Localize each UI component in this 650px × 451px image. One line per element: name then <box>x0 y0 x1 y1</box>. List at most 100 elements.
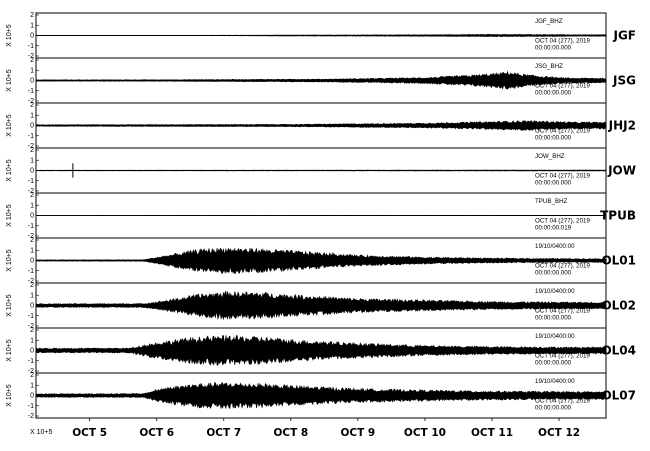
note-label: 19/10/0400:00 <box>535 333 575 340</box>
note-label: 19/10/0400:00 <box>535 288 575 295</box>
panel-ol04: -2 -1 0 1 2 X 10+5 19/10/0400:00 OCT 04 (277), … <box>6 327 636 375</box>
y-tick-label: 2 <box>30 372 34 379</box>
y-tick-label: 0 <box>30 213 34 220</box>
station-jsg: JSG <box>612 74 636 88</box>
y-tick-label: 1 <box>30 202 34 209</box>
y-scale-label: X 10+5 <box>6 24 13 46</box>
y-tick-label: 0 <box>30 78 34 85</box>
y-scale-label: X 10+5 <box>6 339 13 361</box>
time-label: 00:00:00.000 <box>535 180 572 187</box>
y-tick-label: 0 <box>30 258 34 265</box>
y-tick-label: -1 <box>28 178 34 185</box>
time-label: 00:00:00.000 <box>535 135 572 142</box>
y-tick-label: 2 <box>30 237 34 244</box>
date-label: OCT 04 (277), 2019 <box>535 308 590 315</box>
component-label: TPUB_BHZ <box>535 198 568 205</box>
y-tick-label: -1 <box>28 88 34 95</box>
note-label: 19/10/0400:00 <box>535 378 575 385</box>
date-label: OCT 04 (277), 2019 <box>535 398 590 405</box>
panel-jow: -2 -1 0 1 2 X 10+5 JOW_BHZ OCT 04 (277), 201900… <box>6 147 636 195</box>
y-tick-label: -2 <box>28 413 34 420</box>
y-scale-label: X 10+5 <box>6 114 13 136</box>
station-ol02: OL02 <box>601 299 636 313</box>
y-tick-label: 1 <box>30 22 34 29</box>
date-label: OCT 04 (277), 2019 <box>535 218 590 225</box>
y-tick-label: -1 <box>28 358 34 365</box>
y-scale-label: X 10+5 <box>6 249 13 271</box>
component-label: JGF_BHZ <box>535 18 563 25</box>
y-scale-label: X 10+5 <box>6 384 13 406</box>
date-label: OCT 04 (277), 2019 <box>535 83 590 90</box>
y-tick-label: 0 <box>30 123 34 130</box>
date-label: OCT 04 (277), 2019 <box>535 128 590 135</box>
station-ol04: OL04 <box>601 344 636 358</box>
y-tick-label: -1 <box>28 268 34 275</box>
time-label: 00:00:00.000 <box>535 90 572 97</box>
x-tick-label: OCT 5 <box>72 427 107 439</box>
note-label: 19/10/0400:00 <box>535 243 575 250</box>
y-tick-label: 1 <box>30 382 34 389</box>
component-label: JOW_BHZ <box>535 153 565 160</box>
y-tick-label: 0 <box>30 348 34 355</box>
y-tick-label: -2 <box>28 323 34 330</box>
panel-jsg: -2 -1 0 1 2 X 10+5 JSG_BHZ OCT 04 (277), 201900… <box>6 57 636 105</box>
station-jhj2: JHJ2 <box>608 119 636 133</box>
date-label: OCT 04 (277), 2019 <box>535 173 590 180</box>
y-tick-label: -2 <box>28 233 34 240</box>
y-tick-label: 0 <box>30 393 34 400</box>
y-tick-label: -1 <box>28 223 34 230</box>
x-tick-label: OCT 9 <box>340 427 375 439</box>
time-label: 00:00:00.000 <box>535 405 572 412</box>
y-tick-label: 2 <box>30 282 34 289</box>
station-jow: JOW <box>607 164 636 178</box>
y-tick-label: 0 <box>30 33 34 40</box>
x-tick-label: OCT 12 <box>538 427 580 439</box>
y-tick-label: -1 <box>28 43 34 50</box>
x-tick-label: OCT 7 <box>206 427 241 439</box>
y-tick-label: 1 <box>30 67 34 74</box>
y-tick-label: 1 <box>30 292 34 299</box>
y-tick-label: 1 <box>30 157 34 164</box>
panel-ol02: -2 -1 0 1 2 X 10+5 19/10/0400:00 OCT 04 (277), … <box>6 282 636 330</box>
x-tick-label: OCT 10 <box>404 427 446 439</box>
panel-tpub: -2 -1 0 1 2 X 10+5 TPUB_BHZ OCT 04 (277), 20190… <box>6 192 636 240</box>
y-tick-label: 1 <box>30 247 34 254</box>
y-tick-label: -1 <box>28 313 34 320</box>
y-tick-label: 2 <box>30 147 34 154</box>
y-tick-label: 2 <box>30 57 34 64</box>
date-label: OCT 04 (277), 2019 <box>535 353 590 360</box>
station-ol07: OL07 <box>601 389 636 403</box>
y-tick-label: -2 <box>28 188 34 195</box>
x-tick-label: OCT 11 <box>471 427 513 439</box>
y-scale-label: X 10+5 <box>6 159 13 181</box>
station-tpub: TPUB <box>600 209 636 223</box>
time-label: 00:00:00.000 <box>535 360 572 367</box>
y-tick-label: 2 <box>30 327 34 334</box>
time-label: 00:00:00.000 <box>535 315 572 322</box>
x-tick-label: OCT 8 <box>273 427 308 439</box>
component-label: JSG_BHZ <box>535 63 563 70</box>
y-tick-label: -2 <box>28 143 34 150</box>
y-tick-label: 2 <box>30 102 34 109</box>
station-ol01: OL01 <box>601 254 636 268</box>
y-scale-label: X 10+5 <box>6 204 13 226</box>
y-tick-label: -2 <box>28 368 34 375</box>
panel-ol07: -2 -1 0 1 2 X 10+5 19/10/0400:00 OCT 04 (277), … <box>6 372 636 420</box>
y-tick-label: 1 <box>30 337 34 344</box>
station-jgf: JGF <box>612 29 636 43</box>
y-tick-label: -2 <box>28 278 34 285</box>
x-scale-label: X 10+5 <box>30 429 52 436</box>
y-tick-label: 1 <box>30 112 34 119</box>
date-label: OCT 04 (277), 2019 <box>535 263 590 270</box>
y-tick-label: -2 <box>28 98 34 105</box>
x-tick-label: OCT 6 <box>139 427 174 439</box>
x-axis: X 10+5 OCT 5 OCT 6 OCT 7 OCT 8 OCT 9 OCT 10 OC… <box>30 418 580 439</box>
panel-jhj2: -2 -1 0 1 2 X 10+5 OCT 04 (277), 201900:00:00.… <box>6 102 636 150</box>
y-tick-label: 0 <box>30 303 34 310</box>
y-scale-label: X 10+5 <box>6 294 13 316</box>
panel-ol01: -2 -1 0 1 2 X 10+5 19/10/0400:00 OCT 04 (277), … <box>6 237 636 285</box>
date-label: OCT 04 (277), 2019 <box>535 38 590 45</box>
y-scale-label: X 10+5 <box>6 69 13 91</box>
